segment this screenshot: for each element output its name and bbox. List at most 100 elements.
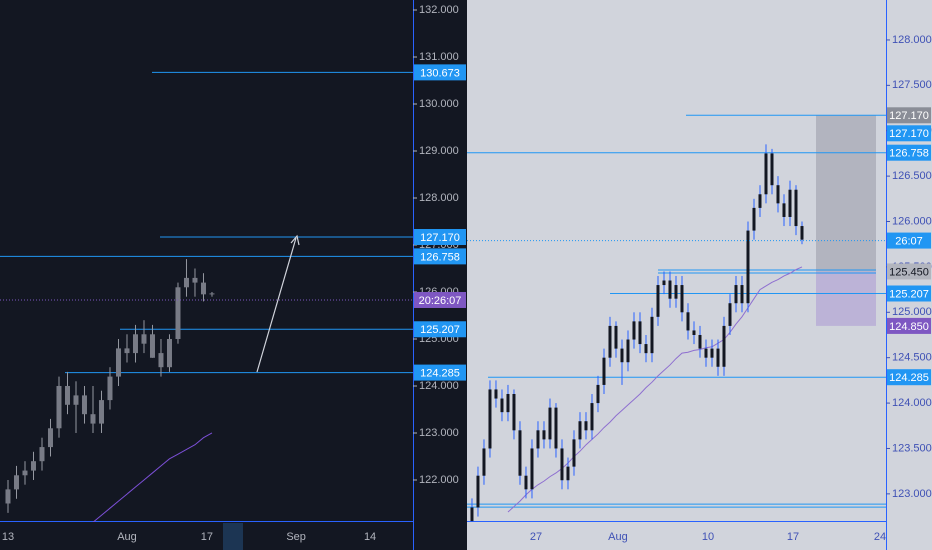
candle-body — [90, 414, 96, 424]
candle-body — [141, 334, 147, 344]
zone-label-bg — [887, 317, 931, 334]
candle-body — [608, 325, 612, 358]
candle-body — [56, 385, 62, 429]
candle-body — [638, 321, 642, 345]
y-tick-label: 123.000 — [419, 427, 459, 439]
candle-body — [560, 448, 564, 481]
y-tick-label: 131.000 — [419, 51, 459, 63]
price-label-bg — [414, 291, 466, 308]
candle-body — [596, 384, 600, 404]
candle-body — [704, 348, 708, 358]
level-label-bg — [414, 321, 466, 338]
level-label: 126.758 — [420, 251, 460, 263]
left-plot — [0, 71, 413, 522]
candle-body — [530, 448, 534, 490]
x-tick-label: 14 — [364, 531, 376, 543]
candle-body — [488, 389, 492, 449]
candle-body — [662, 280, 666, 286]
candle-body — [692, 330, 696, 335]
x-tick-label: 10 — [702, 531, 714, 543]
left-background — [0, 0, 467, 550]
moving-average — [92, 432, 213, 522]
candle-body — [644, 344, 648, 354]
level-label-bg — [414, 248, 466, 265]
candle-body — [39, 447, 45, 462]
x-tick-label: Aug — [117, 531, 137, 543]
candle-body — [13, 475, 19, 490]
candle-body — [149, 334, 155, 358]
candle-body — [686, 312, 690, 331]
target-zone — [816, 115, 876, 272]
y-tick-label: 126.000 — [892, 215, 932, 227]
level-label: 124.285 — [889, 372, 929, 384]
right-background — [467, 0, 932, 550]
candle-body — [81, 395, 87, 415]
candle-body — [656, 285, 660, 317]
candle-body — [107, 376, 113, 401]
level-label-bg — [414, 229, 466, 246]
zone-label-bg — [887, 263, 931, 280]
candle-body — [746, 230, 750, 304]
x-tick-label: 24 — [874, 531, 886, 543]
candle-body — [614, 325, 618, 349]
arrow — [256, 234, 300, 373]
zone-label: 125.450 — [889, 266, 929, 278]
candle-body — [506, 393, 510, 413]
x-tick-label: Sep — [286, 531, 306, 543]
candle-body — [728, 303, 732, 326]
zone-label-bg — [887, 107, 931, 124]
level-label-bg — [887, 144, 931, 161]
candle-body — [602, 357, 606, 385]
level-label: 124.285 — [420, 368, 460, 380]
candle-body — [518, 430, 522, 476]
candle-body — [124, 348, 130, 354]
candle-body — [209, 293, 215, 295]
level-label: 127.170 — [420, 232, 460, 244]
axes: 122.000123.000124.000125.000126.000127.0… — [2, 4, 932, 543]
candle-body — [752, 207, 756, 231]
price-label-bg — [887, 232, 931, 249]
candle-body — [572, 439, 576, 467]
y-tick-label: 128.000 — [419, 192, 459, 204]
candle-body — [98, 400, 104, 424]
candle-body — [710, 348, 714, 358]
candle-body — [542, 430, 546, 440]
candle-body — [158, 353, 164, 368]
candle-body — [584, 421, 588, 431]
moving-average — [507, 266, 803, 513]
candle-body — [64, 385, 70, 405]
y-tick-label: 126.500 — [892, 170, 932, 182]
candle-body — [30, 461, 36, 471]
zone-label: 124.850 — [889, 321, 929, 333]
candle-body — [524, 475, 528, 490]
candle-body — [5, 489, 11, 504]
candle-body — [620, 348, 624, 363]
price-label: 20:26:07 — [419, 295, 462, 307]
level-label: 130.673 — [420, 67, 460, 79]
candle-body — [548, 407, 552, 440]
candle-body — [554, 407, 558, 449]
candle-body — [494, 389, 498, 399]
x-tick-label: 13 — [2, 531, 14, 543]
candle-body — [668, 280, 672, 299]
x-tick-label: 27 — [530, 531, 542, 543]
candle-body — [674, 285, 678, 299]
candle-body — [115, 348, 121, 377]
price-label: 26:07 — [895, 235, 923, 247]
y-tick-label: 124.500 — [892, 352, 932, 364]
level-label: 127.170 — [889, 128, 929, 140]
candle-body — [192, 277, 198, 283]
level-label: 126.758 — [889, 148, 929, 160]
candle-body — [47, 428, 53, 448]
candle-body — [73, 395, 79, 405]
candle-body — [470, 507, 474, 522]
candle-body — [632, 321, 636, 340]
candle-body — [200, 282, 206, 295]
candle-body — [166, 338, 172, 368]
x-tick-label: Aug — [608, 531, 628, 543]
candle-body — [776, 185, 780, 204]
y-tick-label: 123.500 — [892, 442, 932, 454]
candle-body — [788, 189, 792, 217]
y-tick-label: 125.000 — [892, 306, 932, 318]
candle-body — [590, 403, 594, 431]
